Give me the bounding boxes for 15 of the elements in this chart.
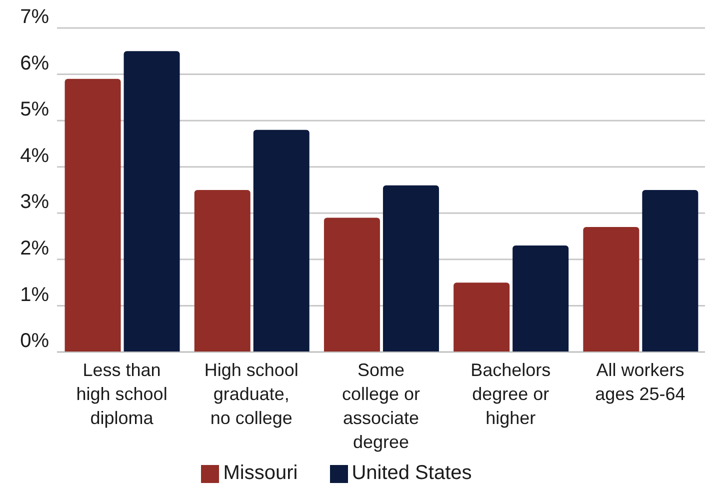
x-tick-label: Less than high school diploma <box>76 360 168 428</box>
x-tick-label: High school graduate, no college <box>204 360 298 428</box>
y-tick-label: 7% <box>20 6 50 28</box>
x-tick-label: All workers ages 25-64 <box>595 360 686 404</box>
y-tick-label: 5% <box>20 98 50 121</box>
y-tick-label: 1% <box>20 284 50 306</box>
y-tick-label: 3% <box>20 191 50 214</box>
legend-label: United States <box>352 462 472 484</box>
legend-label: Missouri <box>223 462 298 484</box>
y-tick-label: 0% <box>20 330 50 352</box>
x-tick-label: Bachelors degree or higher <box>470 360 551 428</box>
y-tick-label: 2% <box>20 238 50 260</box>
y-tick-label: 6% <box>20 52 50 74</box>
x-tick-label: Some college or associate degree <box>342 360 420 452</box>
y-tick-label: 4% <box>20 144 50 167</box>
